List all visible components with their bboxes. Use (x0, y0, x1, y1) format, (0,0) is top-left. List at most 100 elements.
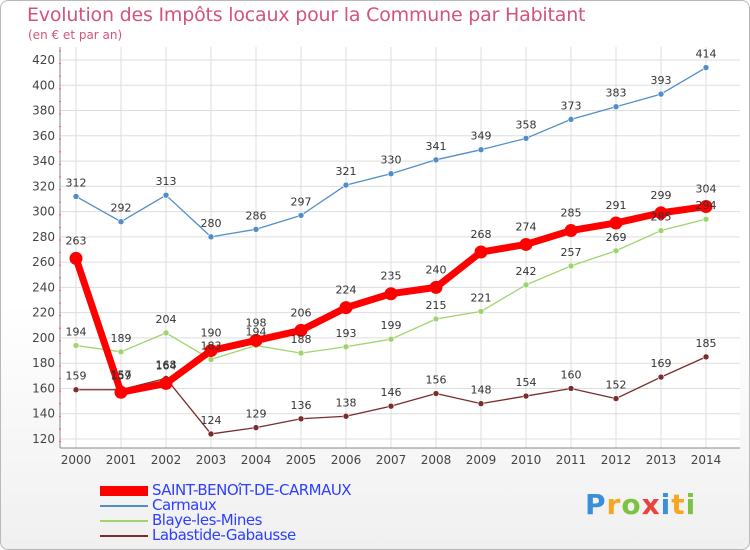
data-point-carmaux (252, 225, 260, 233)
data-label-saint-beno-t-de-carmaux: 157 (111, 368, 132, 381)
data-point-saint-beno-t-de-carmaux (114, 385, 128, 399)
y-tick-labels: 120 140 160 180 200 220 240 260 280 300 320 340 360 3… (32, 53, 55, 446)
data-point-labastide-gabausse (387, 402, 395, 410)
data-point-labastide-gabausse (657, 373, 665, 381)
x-tick-label: 2004 (241, 453, 272, 467)
data-point-blaye-les-mines (567, 262, 575, 270)
data-label-blaye-les-mines: 294 (696, 199, 717, 212)
data-label-carmaux: 414 (696, 48, 717, 61)
data-point-blaye-les-mines (162, 329, 170, 337)
data-labels: 312 292 313 280 286 297 321 330 341 349 358 373 383 3… (66, 48, 717, 427)
data-label-carmaux: 330 (381, 154, 402, 167)
legend-label: Labastide-Gabausse (152, 526, 296, 544)
series-lines (69, 64, 713, 438)
logo-letter: o (621, 488, 642, 521)
data-point-blaye-les-mines (432, 315, 440, 323)
data-point-saint-beno-t-de-carmaux (339, 301, 353, 315)
data-label-blaye-les-mines: 242 (516, 265, 537, 278)
data-label-carmaux: 321 (336, 165, 357, 178)
y-tick-label: 340 (32, 154, 55, 168)
y-tick-label: 360 (32, 129, 55, 143)
x-tick-label: 2005 (286, 453, 317, 467)
data-point-saint-beno-t-de-carmaux (249, 333, 263, 347)
data-label-carmaux: 312 (66, 176, 87, 189)
data-label-carmaux: 383 (606, 87, 627, 100)
data-label-labastide-gabausse: 185 (696, 337, 717, 350)
data-point-carmaux (522, 135, 530, 142)
axes (59, 47, 740, 449)
data-label-carmaux: 373 (561, 99, 582, 112)
y-tick-label: 320 (32, 179, 55, 193)
data-label-saint-beno-t-de-carmaux: 164 (156, 359, 177, 372)
data-label-labastide-gabausse: 169 (651, 357, 672, 370)
data-point-labastide-gabausse (567, 385, 575, 392)
y-tick-label: 180 (32, 356, 55, 370)
data-label-labastide-gabausse: 159 (66, 370, 87, 383)
y-tick-label: 220 (32, 306, 55, 320)
data-label-saint-beno-t-de-carmaux: 274 (516, 220, 537, 233)
x-tick-label: 2000 (61, 453, 92, 467)
data-point-carmaux (657, 90, 665, 98)
data-point-labastide-gabausse (702, 353, 710, 361)
chart-subtitle: (en € et par an) (28, 28, 123, 42)
data-label-labastide-gabausse: 129 (246, 408, 267, 421)
data-point-blaye-les-mines (297, 349, 305, 357)
data-point-saint-beno-t-de-carmaux (474, 245, 488, 259)
logo-letter: P (585, 488, 607, 521)
y-tick-label: 400 (32, 78, 55, 92)
data-point-carmaux (117, 218, 125, 226)
data-label-carmaux: 286 (246, 209, 267, 222)
x-tick-label: 2003 (196, 453, 227, 467)
y-tick-label: 240 (32, 280, 55, 294)
data-label-blaye-les-mines: 189 (111, 332, 132, 345)
data-point-saint-beno-t-de-carmaux (654, 206, 668, 220)
data-label-blaye-les-mines: 269 (606, 231, 627, 244)
data-label-labastide-gabausse: 168 (156, 358, 177, 371)
y-tick-label: 120 (32, 432, 55, 446)
data-label-labastide-gabausse: 124 (201, 414, 222, 427)
data-point-labastide-gabausse (207, 430, 215, 438)
data-point-saint-beno-t-de-carmaux (429, 280, 443, 294)
data-label-blaye-les-mines: 194 (246, 326, 267, 339)
data-label-saint-beno-t-de-carmaux: 198 (246, 316, 267, 329)
y-tick-label: 380 (32, 104, 55, 118)
data-point-carmaux (162, 191, 170, 199)
legend-swatch (100, 535, 148, 537)
data-point-saint-beno-t-de-carmaux (159, 376, 173, 390)
data-label-labastide-gabausse: 136 (291, 399, 312, 412)
x-tick-label: 2014 (691, 453, 722, 467)
x-tick-label: 2012 (601, 453, 632, 467)
data-point-labastide-gabausse (612, 395, 620, 402)
data-point-carmaux (297, 212, 305, 219)
logo-letter: i (660, 488, 672, 521)
data-label-labastide-gabausse: 154 (516, 376, 537, 389)
data-label-carmaux: 280 (201, 217, 222, 230)
data-label-carmaux: 358 (516, 118, 537, 131)
data-point-saint-beno-t-de-carmaux (609, 216, 623, 230)
logo-letter: i (685, 488, 697, 521)
data-label-saint-beno-t-de-carmaux: 291 (606, 199, 627, 212)
data-label-blaye-les-mines: 215 (426, 299, 447, 312)
data-point-saint-beno-t-de-carmaux (204, 344, 218, 358)
data-point-carmaux (432, 156, 440, 164)
data-point-labastide-gabausse (342, 412, 350, 420)
data-point-saint-beno-t-de-carmaux (519, 237, 533, 251)
x-tick-label: 2007 (376, 453, 407, 467)
y-tick-label: 160 (32, 381, 55, 395)
data-point-labastide-gabausse (297, 415, 305, 423)
data-point-blaye-les-mines (522, 281, 530, 289)
x-tick-label: 2008 (421, 453, 452, 467)
data-label-saint-beno-t-de-carmaux: 240 (426, 263, 447, 276)
y-tick-label: 260 (32, 255, 55, 269)
x-tick-labels: 2000 2001 2002 2003 2004 2005 2006 2007 2008 2009… (61, 453, 722, 467)
data-point-carmaux (72, 193, 80, 200)
y-tick-label: 200 (32, 331, 55, 345)
data-label-carmaux: 393 (651, 74, 672, 87)
data-point-blaye-les-mines (207, 356, 215, 363)
data-point-saint-beno-t-de-carmaux (294, 323, 308, 337)
y-tick-label: 140 (32, 407, 55, 421)
y-tick-label: 280 (32, 230, 55, 244)
data-label-saint-beno-t-de-carmaux: 285 (561, 207, 582, 220)
line-chart: 120 140 160 180 200 220 240 260 280 300 320 340 360 3… (32, 47, 740, 467)
logo-letter: x (641, 488, 661, 521)
